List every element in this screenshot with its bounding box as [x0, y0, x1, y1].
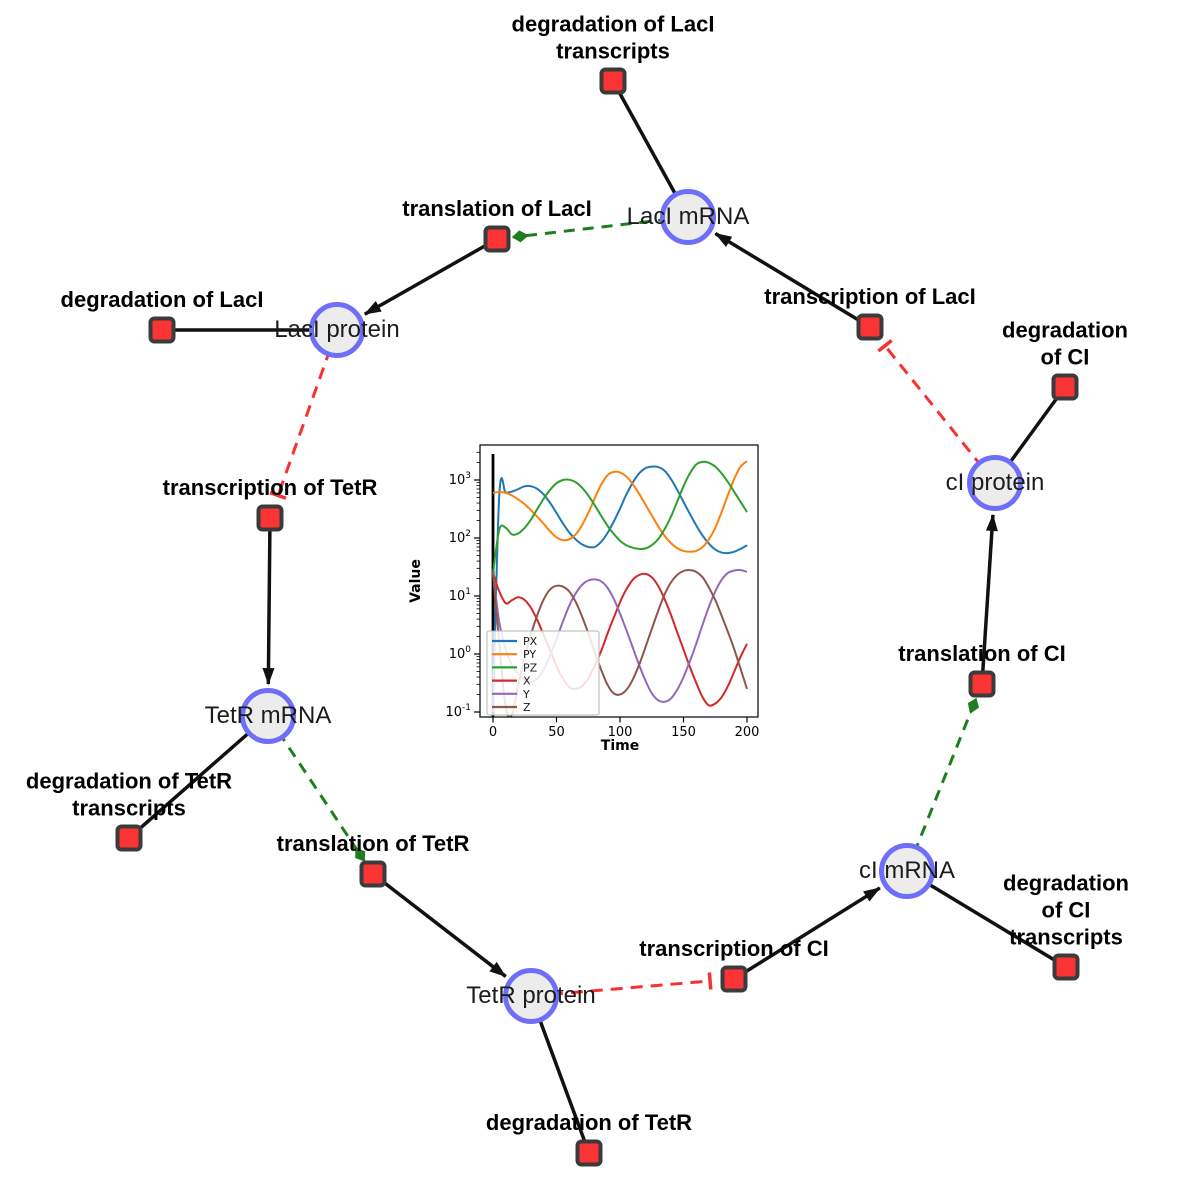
edge-inhibition-laci_protein-to-txn_tetr: [269, 329, 339, 500]
edge-modifier-ci_mrna-to-transl_ci: [905, 697, 980, 872]
legend-label-PX: PX: [523, 635, 538, 648]
species-label-tetr_mrna: TetR mRNA: [204, 702, 332, 729]
series-PZ: [492, 460, 748, 574]
reaction-label-deg_tetr_tx: degradation of TetR transcripts: [25, 768, 233, 821]
species-node-tetr_protein: [503, 968, 559, 1024]
y-tick-label: 101: [449, 587, 471, 604]
species-label-tetr_protein: TetR protein: [466, 982, 596, 1009]
reaction-label-txn_laci: transcription of LacI: [764, 284, 976, 310]
species-node-tetr_mrna: [240, 688, 296, 744]
species-label-ci_mrna: cI mRNA: [859, 857, 955, 884]
reaction-label-txn_tetr: transcription of TetR: [162, 475, 378, 501]
reaction-label-deg_ci: degradation of CI: [1002, 317, 1128, 370]
reaction-node-transl_laci: [483, 225, 511, 253]
reaction-label-transl_ci: translation of CI: [898, 641, 1066, 667]
species-label-laci_protein: LacI protein: [274, 316, 400, 343]
reaction-label-transl_tetr: translation of TetR: [276, 831, 470, 857]
species-label-ci_protein: cI protein: [945, 469, 1045, 496]
reaction-node-transl_ci: [968, 670, 996, 698]
legend-label-PZ: PZ: [523, 661, 538, 674]
x-tick-label: 100: [608, 725, 633, 740]
legend-label-Y: Y: [522, 688, 530, 701]
y-tick-label: 103: [449, 471, 471, 488]
reaction-node-deg_tetr: [575, 1139, 603, 1167]
reaction-node-deg_laci_tx: [599, 67, 627, 95]
edge-production-transl_tetr-to-tetr_protein: [371, 872, 507, 978]
edge-consumption-ci_mrna-to-deg_ci_tx: [906, 869, 1067, 969]
reaction-node-deg_ci: [1051, 373, 1079, 401]
legend-label-Z: Z: [523, 701, 531, 714]
chart-xlabel: Time: [600, 738, 640, 754]
reaction-label-deg_ci_tx: degradation of CI transcripts: [1003, 870, 1129, 950]
edge-modifier-laci_mrna-to-transl_laci: [511, 215, 689, 243]
species-node-ci_protein: [967, 455, 1023, 511]
x-tick-label: 0: [489, 725, 497, 740]
species-node-laci_protein: [309, 302, 365, 358]
edge-modifier-tetr_mrna-to-transl_tetr: [266, 715, 366, 862]
x-tick-label: 50: [548, 725, 565, 740]
reaction-node-deg_tetr_tx: [115, 824, 143, 852]
y-tick-label: 100: [449, 645, 472, 662]
plot-frame: [479, 444, 759, 718]
edge-inhibition-tetr_protein-to-txn_ci: [530, 972, 713, 998]
chart-ylabel: Value: [408, 559, 424, 603]
x-tick-label: 200: [735, 725, 760, 740]
edge-production-txn_ci-to-ci_mrna: [733, 886, 881, 981]
reaction-label-deg_tetr: degradation of TetR: [485, 1110, 693, 1136]
edge-production-transl_ci-to-ci_protein: [980, 513, 998, 685]
reaction-node-transl_tetr: [359, 860, 387, 888]
edge-consumption-tetr_mrna-to-deg_tetr_tx: [127, 714, 270, 840]
reaction-node-deg_laci: [148, 316, 176, 344]
reaction-label-transl_laci: translation of LacI: [402, 196, 592, 222]
reaction-label-txn_ci: transcription of CI: [639, 936, 829, 962]
edge-production-transl_laci-to-laci_protein: [363, 237, 498, 316]
y-tick-label: 102: [449, 529, 471, 546]
edge-production-txn_laci-to-laci_mrna: [714, 232, 871, 329]
series-PX: [492, 465, 748, 713]
species-node-ci_mrna: [879, 843, 935, 899]
series-X: [492, 572, 748, 707]
species-node-laci_mrna: [660, 189, 716, 245]
y-tick-label: 10-1: [445, 703, 471, 720]
reaction-node-txn_laci: [856, 313, 884, 341]
x-tick-label: 150: [671, 725, 696, 740]
reaction-node-txn_tetr: [256, 504, 284, 532]
legend-label-X: X: [523, 675, 531, 688]
species-label-laci_mrna: LacI mRNA: [626, 203, 750, 230]
edge-production-txn_tetr-to-tetr_mrna: [262, 517, 275, 686]
inset-chart: 0 50 100 150 200 10-1 100 101 102 103 PX PY PZ X Y Z Ti…: [408, 428, 776, 776]
series-PY: [492, 460, 748, 553]
legend-label-PY: PY: [523, 648, 536, 661]
reaction-node-txn_ci: [720, 965, 748, 993]
reaction-label-deg_laci: degradation of LacI: [60, 287, 264, 313]
reaction-label-deg_laci_tx: degradation of LacI transcripts: [511, 11, 715, 64]
series-Z: [492, 569, 748, 717]
reaction-node-deg_ci_tx: [1052, 953, 1080, 981]
